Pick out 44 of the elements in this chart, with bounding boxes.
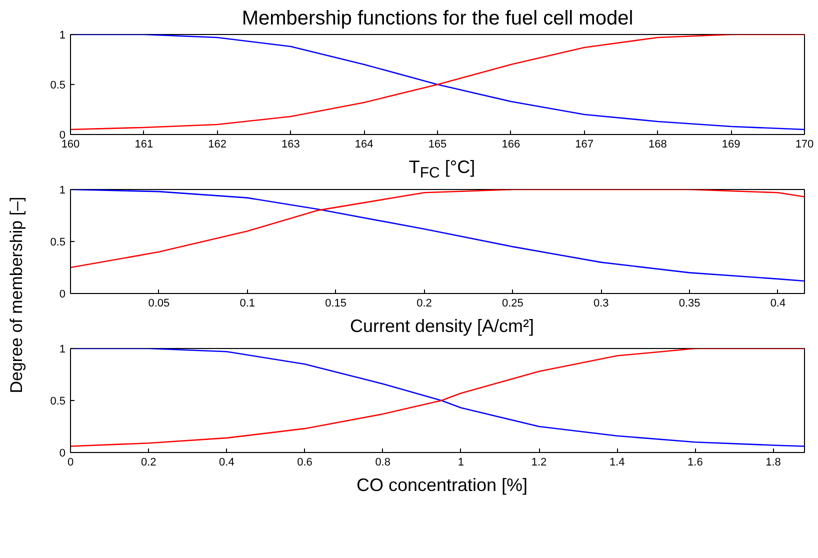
y-tick-label: 1 [59, 184, 66, 196]
x-tick-label: 1.4 [609, 456, 625, 468]
x-tick-label: 1 [458, 456, 464, 468]
x-tick-label: 0.1 [240, 298, 256, 310]
line-series [70, 34, 804, 130]
x-tick-label: 1.6 [688, 456, 703, 468]
x-tick-label: 1.2 [531, 456, 547, 468]
x-tick-label: 168 [648, 138, 667, 150]
x-tick-label: 169 [722, 138, 740, 150]
x-tick-label: 165 [428, 138, 447, 150]
x-tick-label: 167 [575, 138, 594, 150]
x-tick-label: 0.4 [770, 298, 786, 310]
x-tick-label: 170 [795, 138, 814, 150]
x-tick-label: 0.2 [140, 456, 156, 468]
x-tick-label: 161 [134, 138, 154, 150]
y-tick-label: 0.5 [50, 80, 66, 92]
x-tick-label: 164 [354, 138, 374, 150]
x-tick-label: 162 [208, 138, 226, 150]
x-tick-label: 0.2 [416, 298, 432, 310]
y-tick-label: 0.5 [50, 236, 66, 248]
x-tick-label: 160 [61, 138, 80, 150]
x-tick-label: 0.3 [593, 298, 609, 310]
x-tick-label: 0.15 [325, 298, 347, 310]
x-tick-label: 0.6 [297, 456, 312, 468]
chart-title: Membership functions for the fuel cell model [242, 8, 634, 30]
x-tick-label: 0 [67, 456, 74, 468]
y-tick-label: 0 [59, 288, 66, 300]
x-tick-label: 0.25 [502, 298, 524, 310]
line-series [70, 348, 804, 447]
x-tick-label: 1.8 [766, 456, 781, 468]
y-axis-title: Degree of membership [–] [6, 196, 27, 394]
x-axis-title: T$_{FC}$ [°C] [408, 156, 476, 184]
x-tick-label: 0.35 [678, 298, 700, 310]
x-axis-title: CO concentration [%] [355, 474, 529, 497]
y-tick-label: 1 [59, 30, 66, 42]
x-axis-title: Current density [A/cm²] [348, 315, 536, 338]
x-tick-label: 0.8 [375, 456, 390, 468]
x-tick-label: 0.4 [219, 456, 234, 468]
x-tick-label: 163 [282, 138, 300, 150]
x-tick-label: 0.05 [148, 298, 170, 310]
x-tick-label: 166 [502, 138, 520, 150]
y-tick-label: 0.5 [50, 396, 66, 408]
y-tick-label: 0 [59, 448, 66, 460]
y-tick-label: 1 [59, 344, 66, 356]
